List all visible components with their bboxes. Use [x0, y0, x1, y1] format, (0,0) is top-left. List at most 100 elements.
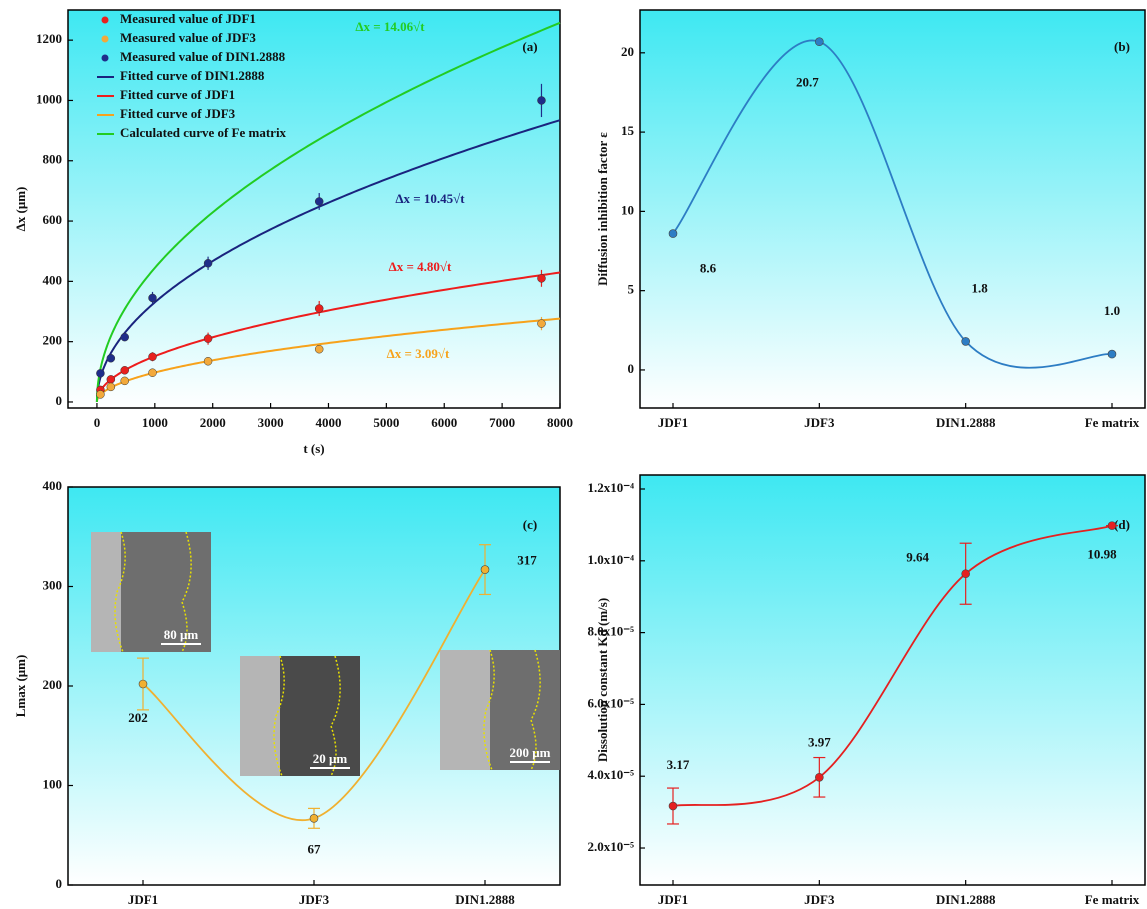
data-point: [107, 354, 115, 362]
data-point: [315, 305, 323, 313]
y-tick-label: 0: [56, 393, 63, 408]
y-tick-label: 1200: [36, 31, 62, 46]
data-point: [204, 259, 212, 267]
scale-label: 80 μm: [164, 627, 199, 642]
data-point: [121, 377, 129, 385]
value-label: 20.7: [796, 75, 819, 90]
legend-marker: [102, 55, 109, 62]
figure: 020040060080010001200Δx (μm)(a)010002000…: [0, 0, 1147, 909]
x-tick-label: 1000: [142, 415, 168, 430]
scale-label: 200 μm: [510, 745, 551, 760]
x-tick-label: JDF1: [128, 892, 158, 907]
data-point: [481, 566, 489, 574]
data-point: [96, 369, 104, 377]
x-tick-label: 5000: [373, 415, 399, 430]
curve-equation: Δx = 3.09√t: [387, 346, 450, 361]
data-point: [315, 345, 323, 353]
legend-label: Measured value of DIN1.2888: [120, 49, 286, 64]
plot-area: [640, 10, 1145, 408]
legend-marker: [102, 36, 109, 43]
data-point: [107, 383, 115, 391]
y-tick-label: 1000: [36, 91, 62, 106]
scale-label: 20 μm: [313, 751, 348, 766]
value-label: 9.64: [906, 550, 929, 565]
data-point: [96, 390, 104, 398]
x-tick-label: 7000: [489, 415, 515, 430]
x-tick-label: DIN1.2888: [936, 892, 996, 907]
value-label: 67: [308, 841, 322, 856]
y-tick-label: 10: [621, 202, 634, 217]
y-tick-label: 0: [56, 876, 63, 891]
data-point: [669, 802, 677, 810]
value-label: 3.17: [667, 757, 690, 772]
legend-marker: [102, 17, 109, 24]
x-axis-label: t (s): [303, 441, 324, 456]
value-label: 1.8: [972, 280, 989, 295]
y-tick-label: 0: [628, 361, 635, 376]
value-label: 8.6: [700, 261, 717, 276]
inset-region: [440, 650, 490, 770]
data-point: [204, 335, 212, 343]
x-tick-label: 4000: [315, 415, 341, 430]
data-point: [107, 375, 115, 383]
value-label: 317: [517, 553, 537, 568]
y-tick-label: 400: [43, 478, 63, 493]
data-point: [815, 773, 823, 781]
y-tick-label: 400: [43, 272, 63, 287]
x-tick-label: 3000: [258, 415, 284, 430]
panel-tag: (c): [523, 517, 537, 532]
data-point: [1108, 350, 1116, 358]
x-tick-label: 8000: [547, 415, 573, 430]
y-tick-label: 1.0x10⁻⁴: [587, 552, 634, 567]
curve-equation: Δx = 10.45√t: [395, 191, 465, 206]
legend-label: Calculated curve of Fe matrix: [120, 125, 287, 140]
y-tick-label: 200: [43, 333, 63, 348]
y-tick-label: 200: [43, 677, 63, 692]
data-point: [149, 353, 157, 361]
value-label: 1.0: [1104, 303, 1120, 318]
y-tick-label: 20: [621, 44, 634, 59]
legend-label: Fitted curve of JDF1: [120, 87, 235, 102]
x-tick-label: DIN1.2888: [455, 892, 515, 907]
data-point: [315, 197, 323, 205]
x-tick-label: JDF3: [299, 892, 330, 907]
data-point: [537, 274, 545, 282]
y-tick-label: 1.2x10⁻⁴: [587, 480, 634, 495]
x-tick-label: JDF1: [658, 892, 688, 907]
curve-equation: Δx = 14.06√t: [355, 19, 425, 34]
data-point: [962, 570, 970, 578]
y-axis-label: Δx (μm): [13, 187, 28, 232]
panel-tag: (d): [1114, 517, 1130, 532]
data-point: [121, 333, 129, 341]
inset-region: [240, 656, 280, 776]
value-label: 10.98: [1087, 547, 1117, 562]
y-tick-label: 300: [43, 577, 63, 592]
panel-tag: (b): [1114, 39, 1130, 54]
x-tick-label: Fe matrix: [1085, 415, 1140, 430]
data-point: [962, 337, 970, 345]
panel: 2.0x10⁻⁵4.0x10⁻⁵6.0x10⁻⁵8.0x10⁻⁵1.0x10⁻⁴…: [587, 475, 1145, 907]
y-tick-label: 600: [43, 212, 63, 227]
y-tick-label: 100: [43, 776, 63, 791]
x-tick-label: JDF3: [804, 415, 835, 430]
data-point: [1108, 522, 1116, 530]
x-tick-label: JDF3: [804, 892, 835, 907]
data-point: [139, 680, 147, 688]
legend-label: Fitted curve of JDF3: [120, 106, 236, 121]
legend-label: Measured value of JDF1: [120, 11, 256, 26]
y-tick-label: 15: [621, 123, 635, 138]
x-tick-label: Fe matrix: [1085, 892, 1140, 907]
y-axis-label: Diffusion inhibition factor ε: [595, 132, 610, 286]
y-axis-label: Lmax (μm): [13, 655, 28, 718]
y-tick-label: 800: [43, 152, 63, 167]
data-point: [310, 814, 318, 822]
x-tick-label: 6000: [431, 415, 457, 430]
y-tick-label: 2.0x10⁻⁵: [587, 839, 634, 854]
x-tick-label: DIN1.2888: [936, 415, 996, 430]
y-tick-label: 4.0x10⁻⁵: [587, 767, 634, 782]
plot-area: [640, 475, 1145, 885]
data-point: [149, 294, 157, 302]
x-tick-label: 2000: [200, 415, 226, 430]
data-point: [204, 357, 212, 365]
